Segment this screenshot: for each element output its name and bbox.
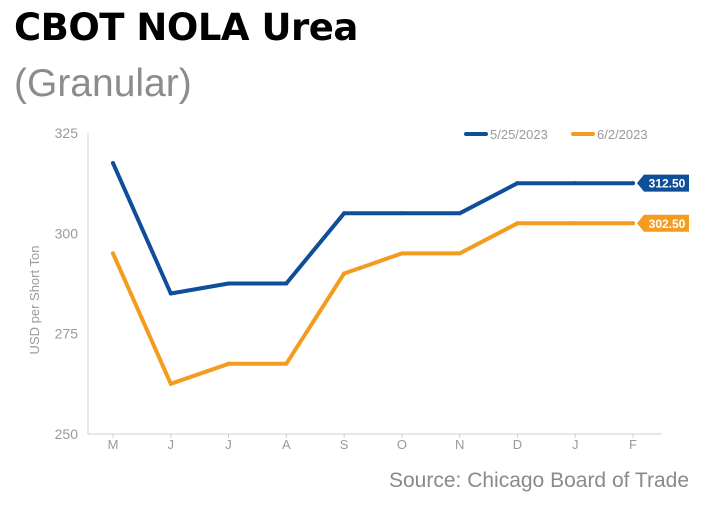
series-1-point bbox=[342, 211, 347, 216]
x-tick-label: J bbox=[168, 437, 175, 452]
series-2-point bbox=[515, 221, 520, 226]
chart-subtitle: (Granular) bbox=[14, 62, 192, 105]
end-value-label-1: 312.50 bbox=[649, 177, 686, 191]
series-line-2 bbox=[111, 221, 635, 386]
series-2-point bbox=[457, 251, 462, 256]
series-1-point bbox=[111, 161, 115, 166]
series-2-point bbox=[631, 221, 635, 226]
legend-label-2: 6/2/2023 bbox=[597, 127, 648, 142]
series-2-point bbox=[226, 361, 231, 366]
series-line-1 bbox=[111, 161, 635, 296]
y-axis-label: USD per Short Ton bbox=[27, 246, 42, 355]
chart-title: CBOT NOLA Urea bbox=[14, 6, 358, 49]
x-tick-label: M bbox=[108, 437, 119, 452]
series-2-point bbox=[342, 271, 347, 276]
series-1-point bbox=[515, 181, 520, 186]
series-2-point bbox=[111, 251, 115, 256]
series-1-point bbox=[573, 181, 578, 186]
y-tick-label: 250 bbox=[55, 426, 79, 442]
y-tick-label: 325 bbox=[55, 125, 79, 141]
series-1-point bbox=[457, 211, 462, 216]
end-value-tag-2 bbox=[637, 214, 689, 232]
end-value-tag-1 bbox=[637, 174, 689, 192]
legend-label-1: 5/25/2023 bbox=[490, 127, 548, 142]
series-2-point bbox=[284, 361, 289, 366]
y-tick-label: 300 bbox=[55, 225, 79, 241]
series-1-point bbox=[399, 211, 404, 216]
x-tick-label: J bbox=[572, 437, 579, 452]
source-note: Source: Chicago Board of Trade bbox=[388, 469, 689, 492]
end-value-label-2: 302.50 bbox=[649, 217, 686, 231]
series-1-point bbox=[226, 281, 231, 286]
series-1-point bbox=[284, 281, 289, 286]
x-tick-label: A bbox=[282, 437, 291, 452]
x-tick-label: J bbox=[225, 437, 232, 452]
x-tick-label: O bbox=[397, 437, 407, 452]
x-tick-label: S bbox=[340, 437, 349, 452]
series-1-point bbox=[168, 291, 173, 296]
series-1-point bbox=[631, 181, 635, 186]
series-2-point bbox=[399, 251, 404, 256]
x-tick-label: D bbox=[513, 437, 522, 452]
series-2-point bbox=[573, 221, 578, 226]
x-tick-label: N bbox=[455, 437, 464, 452]
x-tick-label: F bbox=[629, 437, 637, 452]
series-2-point bbox=[168, 381, 173, 386]
y-tick-label: 275 bbox=[55, 326, 79, 342]
